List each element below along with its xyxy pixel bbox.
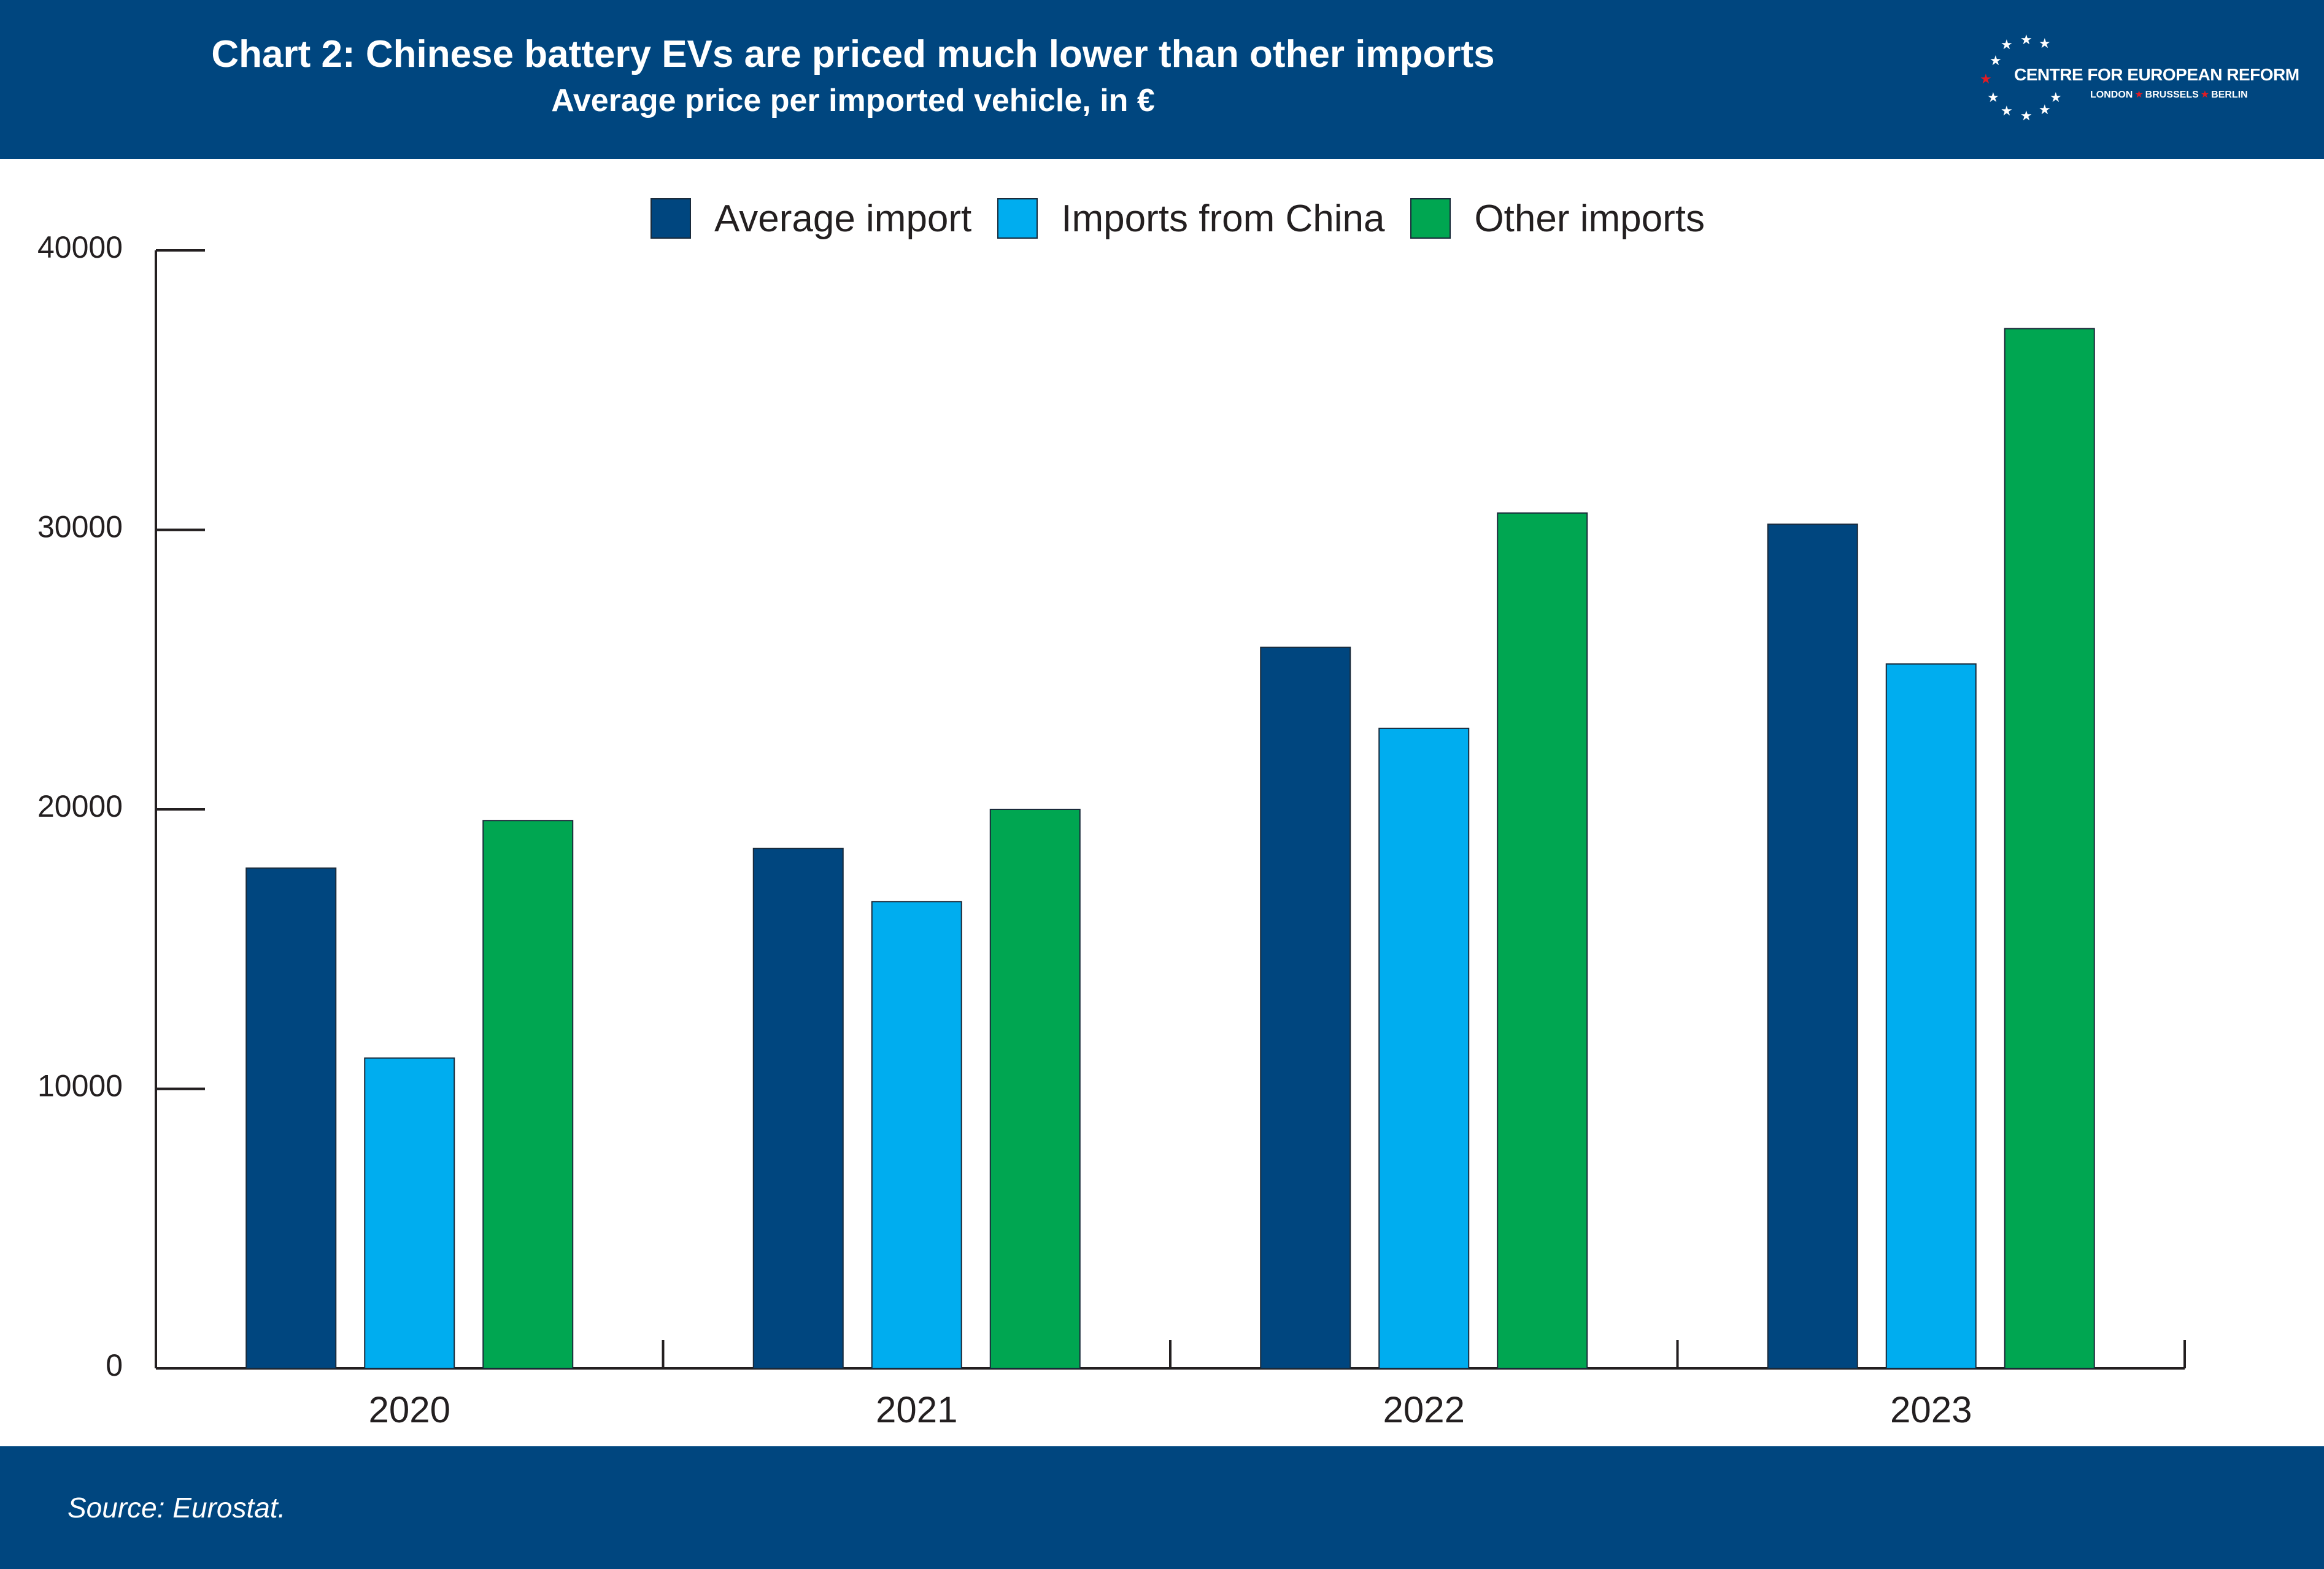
chart-legend: Average import Imports from China Other … (650, 194, 1731, 243)
bar-imports-from-china-2021 (871, 901, 962, 1369)
header-band (0, 0, 2324, 159)
logo-cities: LONDON ★ BRUSSELS ★ BERLIN (2090, 88, 2248, 101)
legend-swatch (650, 198, 691, 239)
bar-other-imports-2022 (1497, 512, 1588, 1369)
red-star-icon: ★ (1980, 71, 1992, 87)
legend-label: Average import (714, 197, 972, 240)
bar-average-import-2021 (752, 847, 844, 1369)
star-icon: ★ (2001, 103, 2013, 118)
logo-city: BRUSSELS (2145, 90, 2199, 100)
bar-imports-from-china-2020 (364, 1057, 455, 1370)
legend-item-average-import: Average import (650, 197, 971, 241)
star-icon: ★ (2039, 102, 2051, 117)
chart-subtitle: Average price per imported vehicle, in € (551, 83, 1155, 118)
separator-star-icon: ★ (2134, 90, 2144, 100)
legend-swatch (997, 198, 1038, 239)
y-tick-label: 20000 (37, 789, 123, 823)
bar-imports-from-china-2022 (1378, 727, 1470, 1369)
star-icon: ★ (2001, 37, 2013, 52)
legend-label: Other imports (1474, 197, 1705, 240)
star-icon: ★ (2020, 108, 2033, 123)
bar-other-imports-2021 (989, 809, 1081, 1369)
star-icon: ★ (1987, 90, 1999, 105)
legend-swatch (1410, 198, 1451, 239)
bar-average-import-2020 (245, 867, 337, 1369)
footer-band (0, 1446, 2324, 1569)
star-icon: ★ (2020, 32, 2033, 47)
bar-other-imports-2020 (482, 820, 574, 1369)
legend-item-other-imports: Other imports (1410, 197, 1705, 241)
legend-item-imports-from-china: Imports from China (997, 197, 1384, 241)
bar-imports-from-china-2023 (1885, 663, 1977, 1369)
x-category-label: 2022 (1383, 1389, 1465, 1430)
chart-title: Chart 2: Chinese battery EVs are priced … (211, 33, 1495, 75)
x-category-label: 2021 (876, 1389, 957, 1430)
star-icon: ★ (2039, 36, 2051, 51)
y-tick-label: 0 (106, 1348, 123, 1382)
star-icon: ★ (1990, 53, 2002, 68)
logo-name: CENTRE FOR EUROPEAN REFORM (2014, 65, 2299, 84)
y-tick-label: 10000 (37, 1069, 123, 1103)
x-category-label: 2023 (1890, 1389, 1972, 1430)
bar-average-import-2022 (1260, 646, 1351, 1369)
x-category-label: 2020 (369, 1389, 450, 1430)
bar-average-import-2023 (1767, 523, 1858, 1369)
separator-star-icon: ★ (2200, 90, 2210, 100)
source-note: Source: Eurostat. (68, 1492, 286, 1524)
y-tick-label: 30000 (37, 510, 123, 544)
cer-logo: ★ ★ ★ ★ ★ ★ ★ ★ ★ ★ CENTRE FOR EUROPEAN … (1964, 32, 2299, 130)
logo-city: LONDON (2090, 90, 2133, 100)
star-icon: ★ (2050, 90, 2062, 105)
logo-city: BERLIN (2211, 90, 2248, 100)
y-tick-label: 40000 (37, 230, 123, 264)
legend-label: Imports from China (1061, 197, 1385, 240)
bar-other-imports-2023 (2004, 328, 2095, 1369)
